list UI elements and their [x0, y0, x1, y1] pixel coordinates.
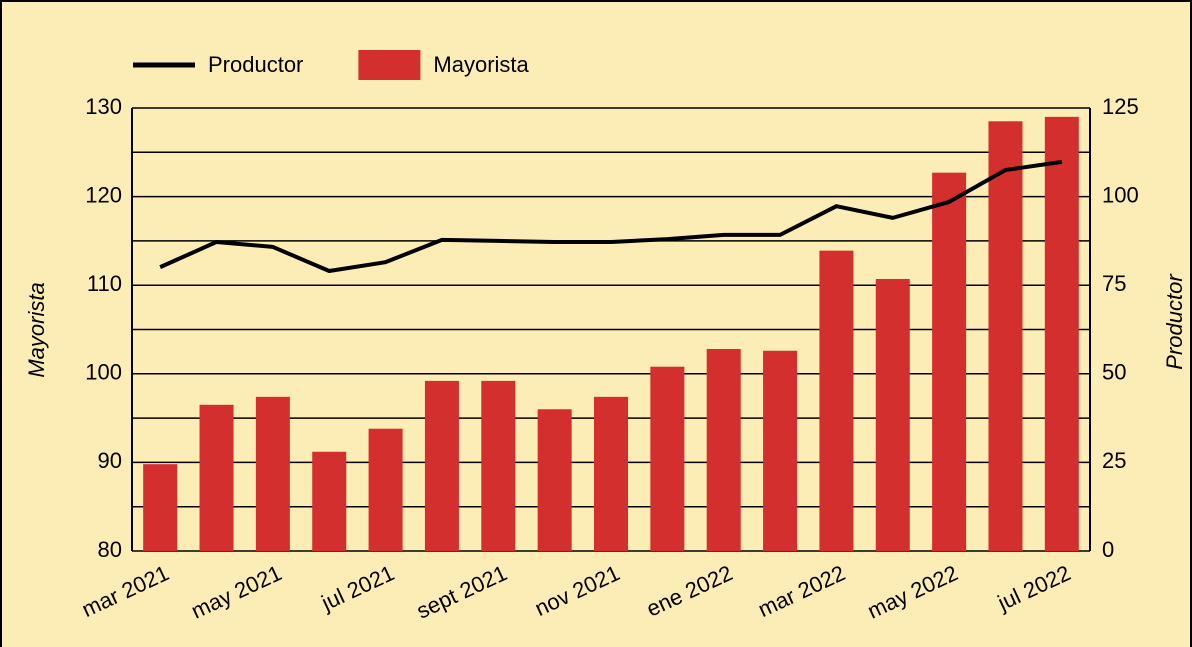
y2-tick-label: 25 [1102, 448, 1126, 473]
bar [143, 464, 178, 551]
y-tick-label: 110 [87, 271, 122, 296]
bar [875, 278, 910, 551]
bar [481, 380, 516, 551]
y2-axis-title: Productor [1162, 273, 1187, 370]
y2-tick-label: 125 [1102, 94, 1139, 119]
bar [368, 428, 403, 551]
y-tick-label: 90 [98, 448, 122, 473]
legend-label: Mayorista [433, 52, 529, 77]
y-tick-label: 130 [85, 94, 122, 119]
bar [594, 396, 628, 551]
bar [424, 380, 459, 551]
y2-tick-label: 100 [1102, 182, 1139, 207]
bar [988, 121, 1023, 551]
bar [706, 348, 741, 551]
y-axis-title: Mayorista [24, 282, 49, 377]
y-tick-label: 120 [85, 182, 122, 207]
legend-label: Productor [208, 52, 303, 77]
line [159, 159, 1063, 274]
y-tick-label: 80 [98, 537, 122, 562]
y2-tick-label: 0 [1102, 537, 1114, 562]
bar [650, 366, 685, 551]
bar [199, 404, 234, 551]
bar [312, 451, 347, 551]
y2-tick-label: 50 [1102, 360, 1126, 385]
bar [255, 396, 290, 551]
y-tick-label: 100 [85, 360, 122, 385]
bar [932, 172, 967, 552]
bar [1044, 116, 1079, 552]
y2-tick-label: 75 [1102, 271, 1126, 296]
bar [763, 350, 798, 551]
bar [819, 250, 854, 551]
legend-swatch [358, 50, 421, 80]
bar [537, 409, 572, 551]
